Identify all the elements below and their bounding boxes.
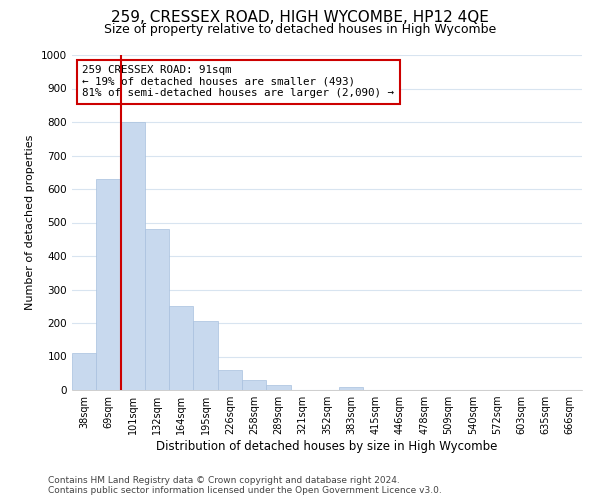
Text: Size of property relative to detached houses in High Wycombe: Size of property relative to detached ho… <box>104 22 496 36</box>
Bar <box>121 122 145 390</box>
X-axis label: Distribution of detached houses by size in High Wycombe: Distribution of detached houses by size … <box>157 440 497 453</box>
Text: 259, CRESSEX ROAD, HIGH WYCOMBE, HP12 4QE: 259, CRESSEX ROAD, HIGH WYCOMBE, HP12 4Q… <box>111 10 489 25</box>
Bar <box>339 386 364 390</box>
Bar <box>96 179 121 390</box>
Bar <box>72 353 96 390</box>
Bar <box>242 380 266 390</box>
Text: 259 CRESSEX ROAD: 91sqm
← 19% of detached houses are smaller (493)
81% of semi-d: 259 CRESSEX ROAD: 91sqm ← 19% of detache… <box>82 65 394 98</box>
Bar <box>193 322 218 390</box>
Bar <box>218 370 242 390</box>
Y-axis label: Number of detached properties: Number of detached properties <box>25 135 35 310</box>
Bar <box>266 385 290 390</box>
Bar <box>169 306 193 390</box>
Text: Contains HM Land Registry data © Crown copyright and database right 2024.
Contai: Contains HM Land Registry data © Crown c… <box>48 476 442 495</box>
Bar <box>145 229 169 390</box>
